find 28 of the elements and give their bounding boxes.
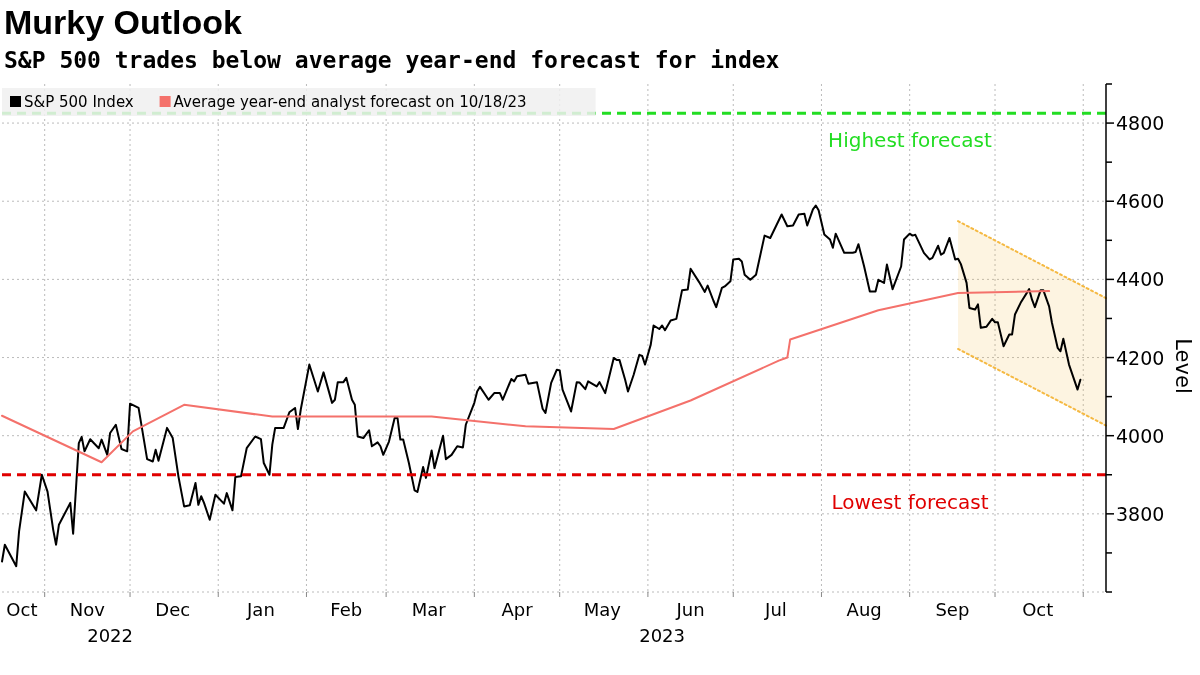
x-tick-label: Jun bbox=[675, 599, 705, 620]
x-tick-label: Nov bbox=[69, 599, 106, 620]
y-axis-title: Level bbox=[1171, 338, 1195, 394]
chart-subtitle: S&P 500 trades below average year-end forecast for index bbox=[4, 47, 780, 73]
x-tick-label: Mar bbox=[411, 599, 447, 620]
text: 2022 bbox=[87, 625, 134, 646]
x-tick-label: Jul bbox=[764, 599, 787, 620]
y-tick-label: 3800 bbox=[1116, 502, 1165, 525]
y-tick-label: 4000 bbox=[1116, 424, 1165, 447]
x-tick-label: Sep bbox=[935, 599, 970, 620]
x-tick-label: Feb bbox=[330, 599, 363, 620]
chart-title: Murky Outlook bbox=[4, 3, 243, 41]
x-tick-label: Oct bbox=[1022, 599, 1054, 620]
y-tick-label: 4600 bbox=[1116, 190, 1165, 213]
ref-line-label: Lowest forecast bbox=[831, 489, 989, 514]
legend-label: S&P 500 Index bbox=[24, 93, 134, 111]
text: 2023 bbox=[639, 625, 686, 646]
ref-line-label: Highest forecast bbox=[828, 128, 993, 153]
x-tick-label: Dec bbox=[155, 599, 191, 620]
x-tick-label: Apr bbox=[501, 599, 534, 620]
y-tick-label: 4200 bbox=[1116, 346, 1165, 369]
y-tick-label: 4800 bbox=[1116, 112, 1165, 135]
x-tick-label: Oct bbox=[6, 599, 38, 620]
x-tick-label: Jan bbox=[246, 599, 275, 620]
x-tick-label: Aug bbox=[846, 599, 882, 620]
x-tick-label: May bbox=[583, 599, 622, 620]
legend-label: Average year-end analyst forecast on 10/18/23 bbox=[173, 93, 527, 111]
y-tick-label: 4400 bbox=[1116, 268, 1165, 291]
